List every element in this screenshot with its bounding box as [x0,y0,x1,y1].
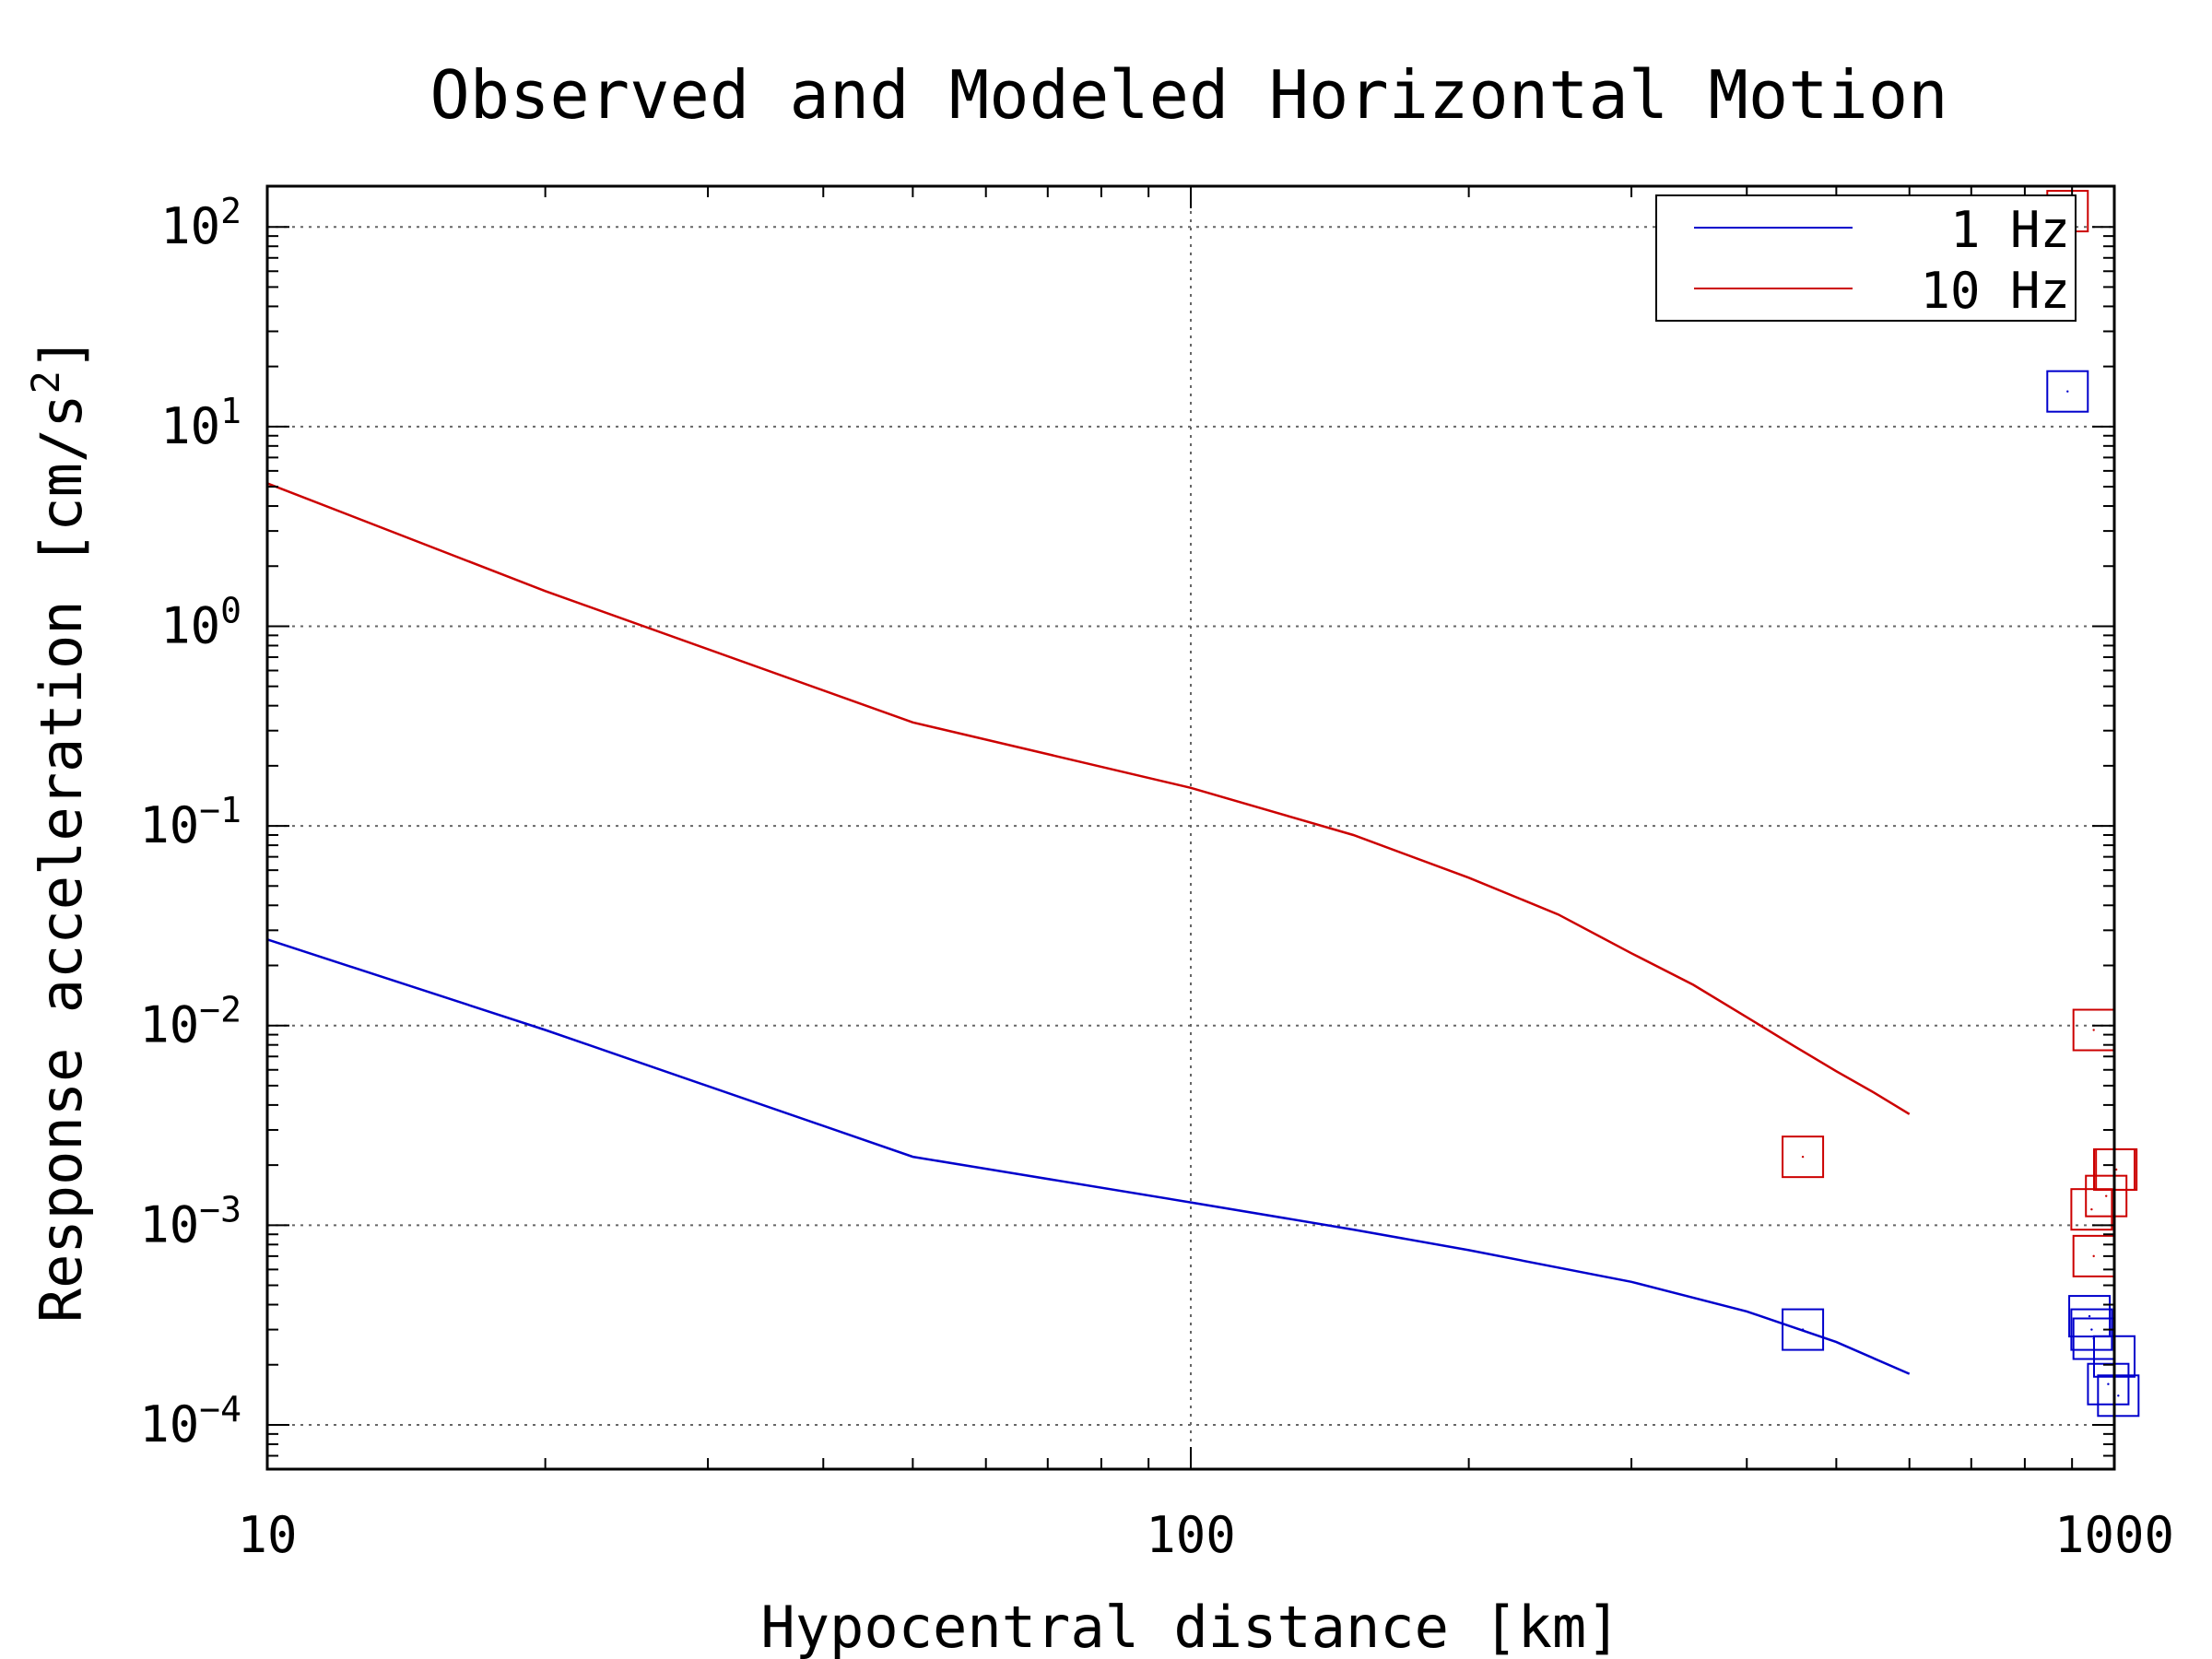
y-tick-label: 10−2 [139,990,241,1054]
observation-center-dot [2066,390,2069,393]
observation-center-dot [2090,1207,2093,1211]
legend: 1 Hz 10 Hz [1655,194,2077,322]
line-series-10hz [266,482,1911,1115]
y-tick-label-base: 10 [139,1195,199,1253]
observation-marker-1hz [2097,1374,2140,1418]
y-tick-label-base: 10 [139,996,199,1054]
grid [267,186,2114,1469]
legend-box [1655,194,2077,322]
y-tick-label-base: 10 [160,397,220,455]
y-tick-label-exponent: −2 [199,990,241,1030]
observation-center-dot [2090,1328,2093,1331]
y-axis-label: Response acceleration [cm/s2] [23,336,95,1323]
observation-center-dot [2088,1314,2091,1318]
observation-marker-1hz [2046,370,2089,413]
observation-center-dot [2114,1168,2118,1171]
y-tick-label-exponent: 2 [220,191,241,231]
observation-marker-1hz [2068,1295,2112,1338]
y-tick-label: 100 [160,590,241,654]
observation-marker-10hz [2085,1174,2128,1218]
y-tick-label: 101 [160,391,241,455]
y-tick-label-base: 10 [160,596,220,654]
observation-marker-1hz [2087,1362,2130,1406]
y-tick-label-exponent: −3 [199,1189,241,1230]
x-tick-label: 1000 [2054,1506,2174,1564]
series-lines [266,482,1911,1375]
y-tick-label: 10−3 [139,1189,241,1253]
y-tick-label-exponent: −1 [199,790,241,830]
axis-ticks [266,186,2115,1470]
chart-title: Observed and Modeled Horizontal Motion [429,56,1947,134]
observation-marker-10hz [2095,1147,2138,1191]
observation-center-dot [1801,1155,1805,1159]
observation-marker-10hz [2070,1188,2113,1231]
y-axis-label-sup: 2 [23,371,68,394]
legend-label-10hz: 10 Hz [1920,262,2070,320]
y-tick-label-exponent: 1 [220,391,241,431]
observation-marker-10hz [1782,1135,1825,1179]
x-tick-label: 10 [237,1506,297,1564]
y-tick-label: 102 [160,191,241,255]
y-axis-label-main: Response acceleration [cm/s [28,394,95,1323]
observation-marker-1hz [1782,1308,1825,1351]
observation-center-dot [2105,1194,2108,1197]
observation-center-dot [2092,1029,2095,1031]
y-tick-label-exponent: 0 [220,590,241,630]
observation-markers [1782,190,2140,1418]
x-axis-label: Hypocentral distance [km] [760,1594,1620,1659]
observation-center-dot [2107,1382,2110,1385]
observation-center-dot [2117,1394,2120,1397]
y-tick-label-base: 10 [139,796,199,854]
y-axis-label-close: ] [28,336,95,371]
y-tick-label-base: 10 [160,197,220,255]
plot-frame [265,184,2116,1471]
y-tick-label: 10−4 [139,1389,241,1453]
x-tick-labels: 10 100 1000 [237,1506,2174,1564]
x-tick-label: 100 [1146,1506,1236,1564]
y-tick-label-base: 10 [139,1395,199,1453]
observation-center-dot [1801,1328,1805,1331]
legend-label-1hz: 1 Hz [1950,201,2070,259]
line-series-1hz [266,938,1911,1375]
observation-center-dot [2092,1254,2095,1258]
y-tick-label-exponent: −4 [199,1389,241,1430]
y-tick-label: 10−1 [139,790,241,854]
